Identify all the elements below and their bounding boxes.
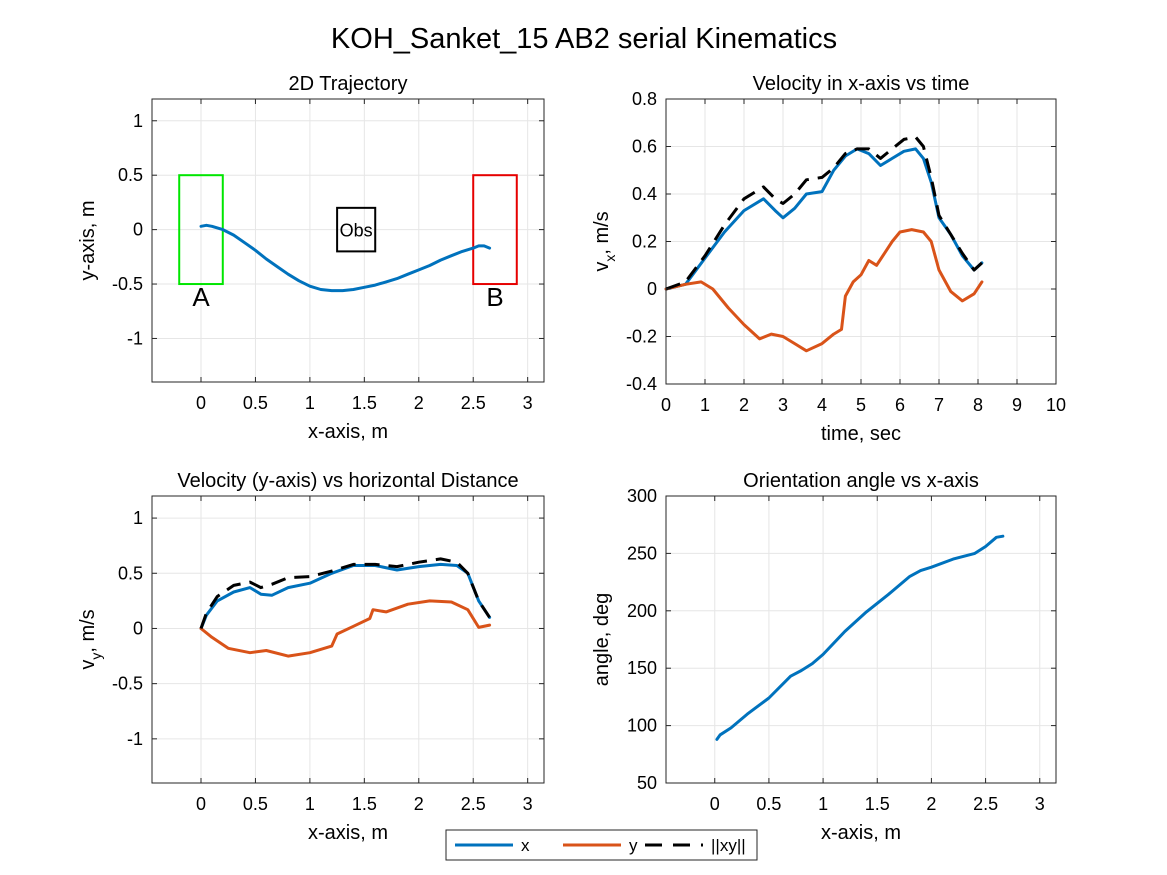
x-tick-label: 0 (661, 395, 671, 415)
y-tick-label: 0.6 (632, 137, 657, 157)
x-tick-label: 0 (196, 393, 206, 413)
y-tick-label: 300 (627, 486, 657, 506)
series-line-x (199, 562, 492, 630)
y-tick-label: 0.4 (632, 184, 657, 204)
y-tick-label: 0 (133, 618, 143, 638)
subplot-1: A B Obs 0 0.5 1 1.5 2 2.5 3 -1 -0.5 0 0.5 1 2D Trajecto… (77, 73, 545, 443)
y-tick-label: 0.8 (632, 89, 657, 109)
x-axis-label: time, sec (821, 423, 901, 445)
series-line-xy (199, 557, 491, 629)
y-tick-label: 0 (647, 279, 657, 299)
subplot-title: Orientation angle vs x-axis (743, 470, 979, 492)
x-tick-label: 2 (414, 393, 424, 413)
subplot-title: Velocity in x-axis vs time (753, 73, 970, 95)
y-axis-label: vx, m/s (591, 211, 618, 271)
x-tick-label: 1.5 (352, 794, 377, 814)
x-tick-label: 10 (1046, 395, 1066, 415)
subplot-title: Velocity (y-axis) vs horizontal Distance (177, 470, 518, 492)
plot-area (152, 99, 544, 382)
x-tick-label: 2 (926, 794, 936, 814)
plot-area (666, 496, 1056, 783)
x-tick-label: 1.5 (352, 393, 377, 413)
y-tick-label: 1 (133, 111, 143, 131)
x-tick-label: 2.5 (461, 393, 486, 413)
y-tick-label: -1 (127, 328, 143, 348)
x-tick-label: 0 (710, 794, 720, 814)
legend-label-x: x (521, 836, 530, 855)
region-label-obstacle: Obs (340, 221, 373, 241)
y-tick-label: 150 (627, 658, 657, 678)
y-tick-label: -1 (127, 729, 143, 749)
x-tick-label: 5 (856, 395, 866, 415)
series-line-x (715, 534, 1005, 741)
series-line-y (199, 599, 492, 658)
y-tick-label: -0.5 (112, 674, 143, 694)
x-tick-label: 1.5 (865, 794, 890, 814)
legend-label-xy: ||xy|| (711, 836, 746, 855)
y-tick-label: 50 (637, 773, 657, 793)
x-tick-label: 0.5 (243, 794, 268, 814)
x-tick-label: 0 (196, 794, 206, 814)
x-tick-label: 1 (700, 395, 710, 415)
series-line-x (199, 223, 492, 293)
y-axis-label: angle, deg (591, 593, 613, 686)
x-tick-label: 3 (523, 393, 533, 413)
y-tick-label: 0.5 (118, 563, 143, 583)
y-tick-label: 0 (133, 220, 143, 240)
x-tick-label: 3 (1035, 794, 1045, 814)
x-tick-label: 2.5 (973, 794, 998, 814)
figure-suptitle: KOH_Sanket_15 AB2 serial Kinematics (331, 23, 837, 55)
axes-box (151, 495, 545, 784)
x-tick-label: 8 (973, 395, 983, 415)
x-tick-label: 4 (817, 395, 827, 415)
x-axis-label: x-axis, m (821, 822, 901, 844)
legend-label-y: y (629, 836, 638, 855)
x-tick-label: 7 (934, 395, 944, 415)
x-tick-label: 1 (305, 794, 315, 814)
x-tick-label: 1 (818, 794, 828, 814)
plot-area (152, 496, 544, 783)
x-tick-label: 0.5 (243, 393, 268, 413)
x-tick-label: 2 (739, 395, 749, 415)
y-tick-label: -0.2 (626, 327, 657, 347)
y-tick-label: 200 (627, 601, 657, 621)
region-obstacle (336, 206, 377, 253)
x-tick-label: 3 (778, 395, 788, 415)
region-label-goal_box: B (486, 282, 503, 312)
subplots: A B Obs 0 0.5 1 1.5 2 2.5 3 -1 -0.5 0 0.5 1 2D Trajecto… (77, 73, 1066, 844)
x-axis-label: x-axis, m (308, 822, 388, 844)
x-tick-label: 1 (305, 393, 315, 413)
subplot-title: 2D Trajectory (289, 73, 408, 95)
region-label-start_box: A (192, 282, 210, 312)
x-tick-label: 9 (1012, 395, 1022, 415)
legend: x y ||xy|| (445, 829, 758, 861)
x-tick-label: 2.5 (461, 794, 486, 814)
x-tick-label: 2 (414, 794, 424, 814)
y-tick-label: 100 (627, 716, 657, 736)
y-tick-label: -0.4 (626, 374, 657, 394)
x-tick-label: 0.5 (756, 794, 781, 814)
y-tick-label: 0.2 (632, 232, 657, 252)
subplot-3: 0 0.5 1 1.5 2 2.5 3 -1 -0.5 0 0.5 1 Velocity (y-axis… (77, 470, 545, 844)
x-tick-label: 6 (895, 395, 905, 415)
y-tick-label: 1 (133, 508, 143, 528)
y-tick-label: 0.5 (118, 165, 143, 185)
y-tick-label: -0.5 (112, 274, 143, 294)
y-axis-label: vy, m/s (77, 609, 104, 669)
y-axis-label: y-axis, m (77, 201, 99, 281)
axes-box (665, 495, 1057, 784)
axes-box (151, 98, 545, 383)
subplot-4: 0 0.5 1 1.5 2 2.5 3 50 100 150 200 250 300 Orientatio… (591, 470, 1057, 844)
y-tick-label: 250 (627, 543, 657, 563)
region-goal_box (472, 174, 518, 286)
x-tick-label: 3 (523, 794, 533, 814)
series-line-y (664, 228, 984, 353)
series-line-xy (665, 135, 983, 291)
x-axis-label: x-axis, m (308, 421, 388, 443)
subplot-2: 0 1 2 3 4 5 6 7 8 9 10 -0.4 -0.2 0 0.2 0.4 0.6 0.8 Velocit… (591, 73, 1066, 445)
